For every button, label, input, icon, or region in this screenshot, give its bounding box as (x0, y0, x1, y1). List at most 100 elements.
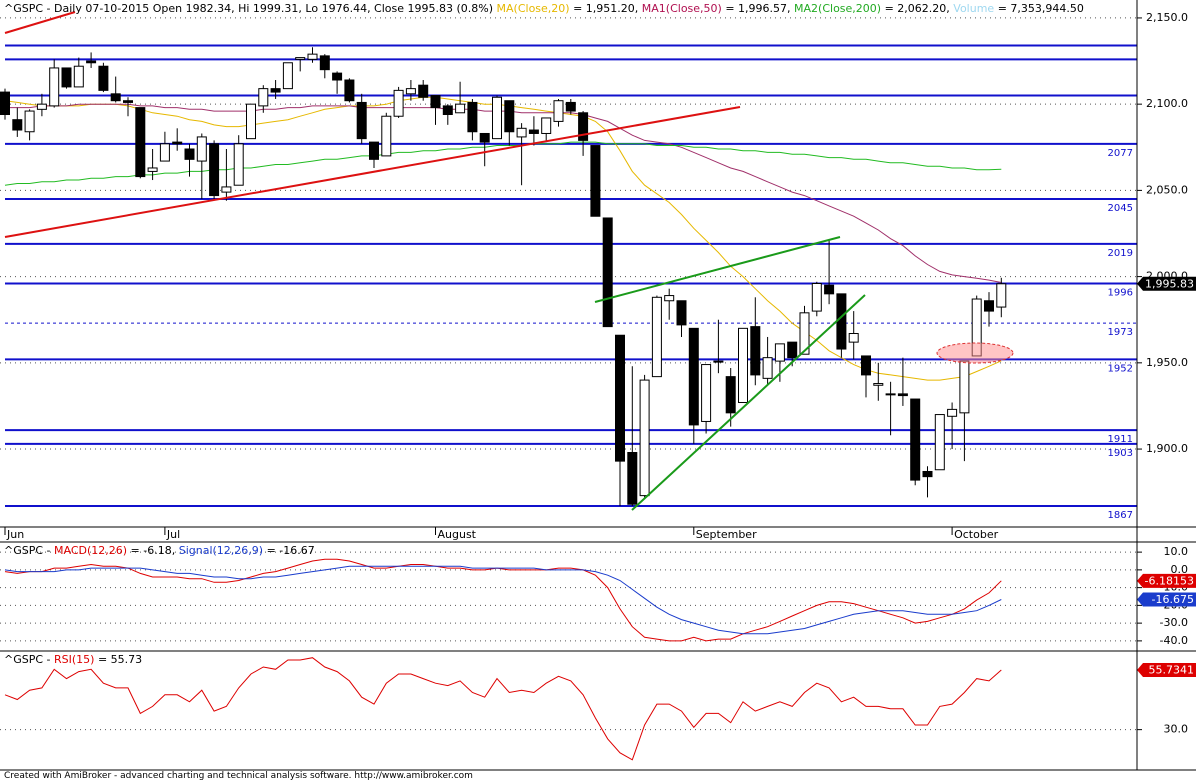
x-tick-label: September (696, 528, 757, 541)
candle-body (516, 127, 527, 138)
header-segment: MA2(Close,200) (794, 2, 881, 15)
candle-body (332, 72, 343, 81)
candle-body (528, 129, 539, 134)
candle-body (98, 65, 109, 91)
candle-body (664, 295, 675, 302)
candle-body (282, 62, 293, 90)
candle-body (159, 143, 170, 162)
y-tick-label: 2,150.0 (1146, 11, 1188, 24)
footer: Created with AmiBroker - advanced charti… (4, 771, 473, 781)
candle-body (73, 65, 84, 88)
level-label: 2077 (1108, 148, 1133, 159)
candle-body (578, 112, 589, 141)
candle-body (147, 167, 158, 172)
candle-body (959, 360, 970, 414)
header-segment: RSI(15) (54, 653, 94, 666)
highlight-ellipse (936, 342, 1014, 364)
header-segment: ^GSPC - Daily 07-10-2015 Open 1982.34, H… (4, 2, 497, 15)
candle-body (553, 100, 564, 122)
candle-body (418, 84, 429, 98)
candle-body (984, 300, 994, 312)
y-tick-label: 1,900.0 (1146, 442, 1188, 455)
candle-body (36, 103, 47, 110)
value-pill (1137, 592, 1196, 607)
header-segment: = 7,353,944.50 (994, 2, 1084, 15)
level-label: 1911 (1108, 434, 1133, 445)
header-segment: Signal(12,26,9) (179, 544, 263, 557)
candle-body (774, 343, 785, 362)
header-segment: MA1(Close,50) (642, 2, 722, 15)
candle-body (49, 67, 60, 107)
candle-body (688, 327, 699, 426)
value-pill (1137, 276, 1196, 291)
trendline (594, 236, 841, 303)
candle-body (123, 100, 133, 103)
candle-body (381, 115, 392, 157)
candle-body (455, 103, 466, 114)
trendline (631, 294, 866, 511)
candle-body (319, 55, 330, 71)
x-tick-label: August (438, 528, 477, 541)
candle-body (12, 119, 23, 131)
x-tick-label: Jun (6, 528, 24, 541)
value-pill-label: 55.7341 (1149, 663, 1195, 676)
candle-body (885, 393, 896, 396)
header-segment: Volume (953, 2, 994, 15)
candle-body (307, 53, 318, 60)
candle-body (430, 95, 441, 109)
trendline (4, 106, 741, 238)
y-tick-label: 1,950.0 (1146, 356, 1188, 369)
y-tick-label: 10.0 (1164, 545, 1189, 558)
value-pill-label: 1,995.83 (1145, 277, 1194, 290)
candle-body (344, 79, 355, 102)
candle-body (787, 341, 798, 359)
candle-body (799, 312, 810, 355)
header-segment: = -6.18, (127, 544, 179, 557)
candle-body (221, 186, 232, 193)
y-tick-label: 0.0 (1171, 563, 1189, 576)
level-label: 2045 (1108, 203, 1133, 214)
candle-body (393, 89, 404, 117)
header-segment: = 55.73 (94, 653, 142, 666)
candle-body (405, 88, 416, 95)
candle-body (467, 101, 478, 133)
candle-body (738, 327, 748, 403)
overlay: ^GSPC - Daily 07-10-2015 Open 1982.34, H… (4, 2, 1196, 677)
moving-average (4, 96, 1002, 381)
header-segment: MACD(12,26) (54, 544, 127, 557)
panel-header: ^GSPC - Daily 07-10-2015 Open 1982.34, H… (4, 2, 1084, 15)
panel-header: ^GSPC - RSI(15) = 55.73 (4, 653, 142, 666)
candle-body (24, 110, 35, 133)
header-segment: MA(Close,20) (497, 2, 570, 15)
candle-body (0, 91, 10, 116)
level-label: 1973 (1108, 327, 1133, 338)
candle-body (627, 452, 638, 505)
candle-body (492, 96, 502, 140)
value-pill-label: -16.675 (1152, 593, 1194, 606)
candle-body (836, 293, 847, 350)
candle-body (295, 57, 306, 60)
level-label: 1952 (1108, 363, 1133, 374)
candle-body (86, 60, 97, 64)
y-tick-label: -30.0 (1160, 616, 1188, 629)
candle-body (196, 136, 207, 162)
candle-body (172, 141, 183, 145)
x-tick-label: Jul (166, 528, 180, 541)
candle-body (922, 470, 933, 478)
candle-body (713, 360, 724, 363)
y-tick-label: 30.0 (1164, 723, 1189, 736)
candle-body (910, 398, 921, 481)
candle-body (725, 376, 736, 414)
candle-body (639, 379, 650, 497)
level-label: 1903 (1108, 448, 1133, 459)
candle-body (762, 357, 773, 379)
candle-body (504, 100, 515, 133)
candle-body (61, 67, 72, 88)
header-segment: = 1,951.20, (570, 2, 642, 15)
candle-body (590, 145, 601, 217)
value-pill (1137, 662, 1196, 677)
trendline (4, 11, 76, 34)
indicator-line (4, 558, 1002, 642)
indicator-line (4, 657, 1002, 761)
candle-body (811, 283, 822, 312)
